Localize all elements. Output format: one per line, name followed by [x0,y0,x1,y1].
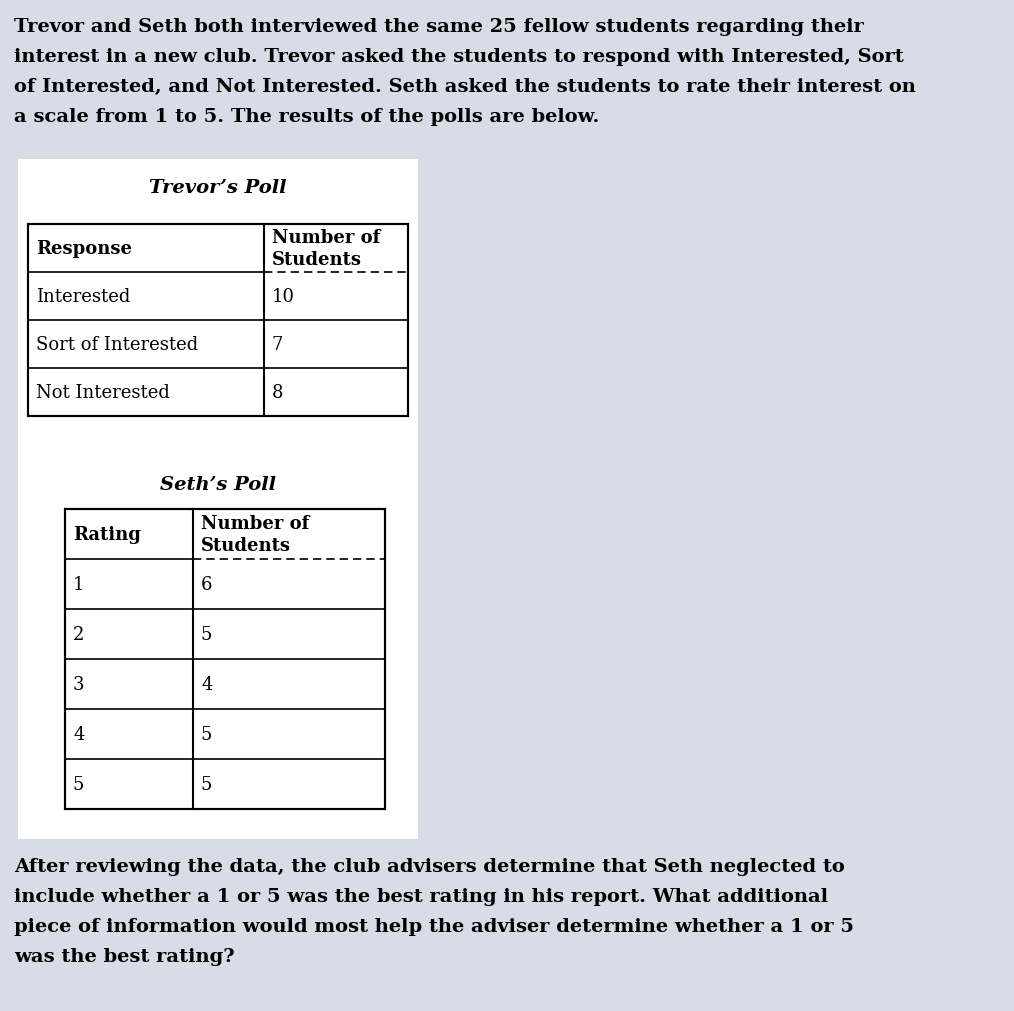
Text: 7: 7 [272,336,283,354]
Text: 1: 1 [73,575,84,593]
Text: Number of
Students: Number of Students [201,515,309,555]
Text: 5: 5 [201,725,212,743]
Bar [28,224,408,417]
Text: a scale from 1 to 5. The results of the polls are below.: a scale from 1 to 5. The results of the … [14,108,599,126]
Text: was the best rating?: was the best rating? [14,947,234,966]
Text: 5: 5 [201,626,212,643]
Text: 2: 2 [73,626,84,643]
Text: Interested: Interested [37,288,131,305]
Text: Number of
Students: Number of Students [272,228,380,269]
Text: Sort of Interested: Sort of Interested [37,336,199,354]
Text: Trevor and Seth both interviewed the same 25 fellow students regarding their: Trevor and Seth both interviewed the sam… [14,18,864,36]
Text: include whether a 1 or 5 was the best rating in his report. What additional: include whether a 1 or 5 was the best ra… [14,887,828,905]
Text: 4: 4 [201,675,212,694]
Text: interest in a new club. Trevor asked the students to respond with Interested, So: interest in a new club. Trevor asked the… [14,48,903,66]
Text: Trevor’s Poll: Trevor’s Poll [149,179,287,197]
Text: 5: 5 [73,775,84,794]
Bar [18,160,418,839]
Text: of Interested, and Not Interested. Seth asked the students to rate their interes: of Interested, and Not Interested. Seth … [14,78,916,96]
Text: Rating: Rating [73,526,141,544]
Text: Response: Response [37,240,132,258]
Text: 5: 5 [201,775,212,794]
Text: 8: 8 [272,383,283,401]
Text: 3: 3 [73,675,84,694]
Text: 6: 6 [201,575,213,593]
Text: Seth’s Poll: Seth’s Poll [160,475,276,493]
Text: After reviewing the data, the club advisers determine that Seth neglected to: After reviewing the data, the club advis… [14,857,845,876]
Text: 10: 10 [272,288,295,305]
Text: piece of information would most help the adviser determine whether a 1 or 5: piece of information would most help the… [14,917,854,935]
Bar [65,510,385,809]
Text: 4: 4 [73,725,84,743]
Text: Not Interested: Not Interested [37,383,170,401]
